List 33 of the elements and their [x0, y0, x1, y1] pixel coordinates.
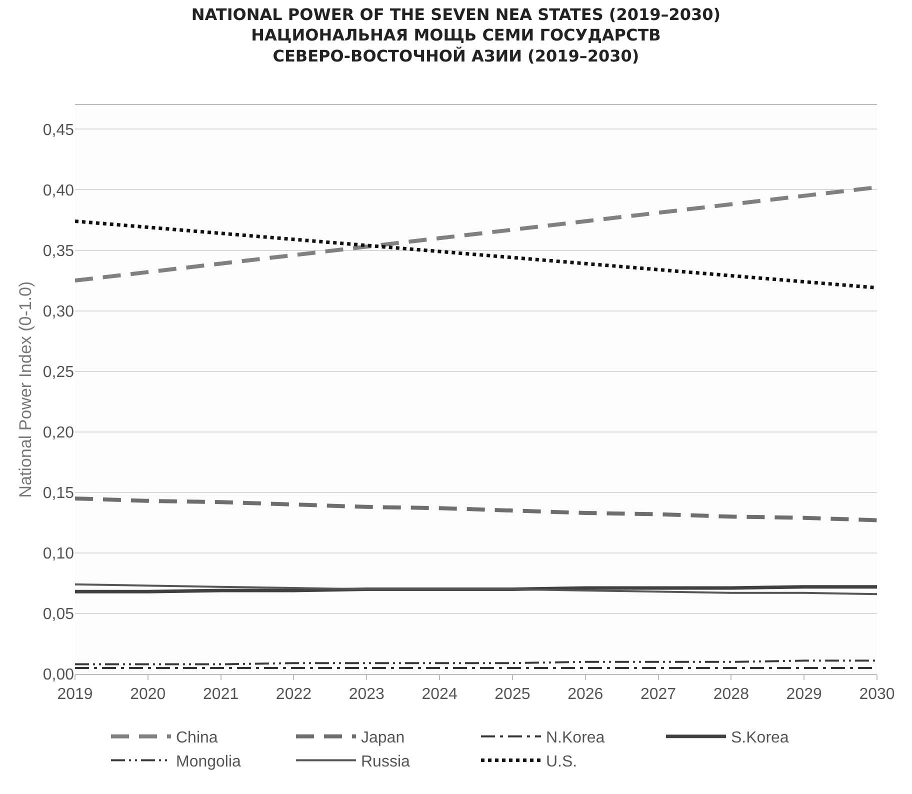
legend-label: Mongolia [176, 753, 242, 770]
y-tick-label: 0,00 [42, 666, 74, 684]
legend-label: U.S. [546, 753, 578, 770]
x-tick-label: 2020 [130, 686, 166, 704]
x-tick-label: 2021 [203, 686, 239, 704]
line-series [75, 496, 877, 522]
x-tick-label: 2026 [568, 686, 604, 704]
y-axis-title: National Power Index (0-1.0) [16, 281, 35, 498]
y-tick-label: 0,10 [42, 546, 74, 563]
legend-label: S.Korea [731, 730, 789, 747]
y-tick-label: 0,20 [42, 424, 74, 442]
y-tick-label: 0,25 [42, 364, 74, 381]
y-tick-label: 0,40 [42, 182, 74, 200]
x-tick-label: 2019 [57, 686, 93, 704]
x-tick-label: 2022 [276, 686, 312, 704]
x-tick-label: 2030 [859, 686, 895, 704]
x-tick-label: 2024 [422, 686, 458, 704]
y-tick-label: 0,05 [42, 606, 74, 624]
chart-title: NATIONAL POWER OF THE SEVEN NEA STATES (2019–2030) НАЦИОНАЛЬНАЯ МОЩЬ СЕМИ ГОСУДАРСТВ СЕВЕРО-ВОСТОЧНОЙ АЗИИ (2019–2030) [191, 4, 721, 66]
y-tick-label: 0,35 [42, 242, 74, 260]
y-tick-label: 0,45 [42, 122, 74, 139]
x-tick-label: 2023 [348, 686, 385, 704]
x-tick-label: 2027 [640, 686, 676, 704]
legend-label: Japan [361, 730, 405, 747]
x-tick-label: 2028 [713, 686, 750, 704]
y-tick-label: 0,15 [42, 485, 74, 502]
legend-label: China [176, 730, 218, 747]
x-tick-label: 2025 [494, 686, 530, 704]
legend-label: Russia [361, 753, 410, 770]
x-tick-label: 2029 [786, 686, 822, 704]
line-series [75, 219, 877, 290]
y-tick-label: 0,30 [42, 303, 74, 320]
legend-label: N.Korea [546, 730, 605, 747]
